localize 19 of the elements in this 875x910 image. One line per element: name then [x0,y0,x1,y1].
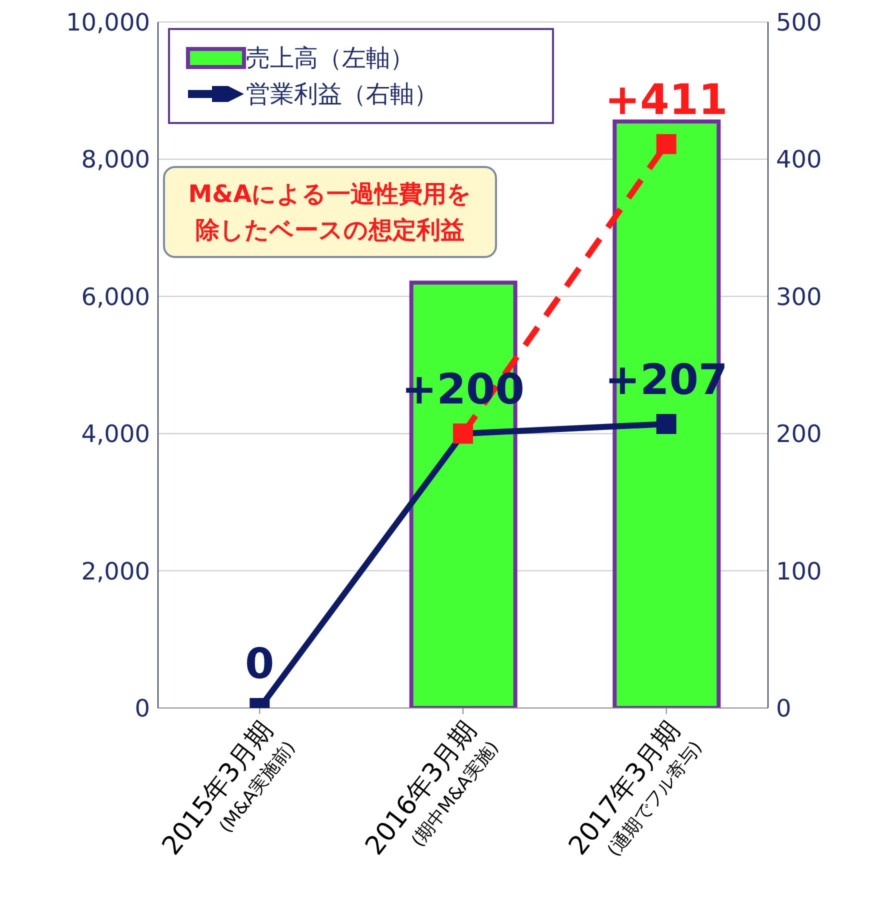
y-tick-label: 2,000 [81,557,150,586]
y2-tick-label: 400 [776,146,822,174]
y2-tick-label: 100 [776,557,822,586]
y2-tick-label: 0 [776,694,792,723]
legend-label: 売上高（左軸） [246,43,414,74]
y2-tick-label: 200 [776,420,822,448]
data-label: +411 [604,75,728,124]
y-tick-label: 10,000 [66,8,150,37]
data-label: 0 [245,639,274,688]
y-tick-label: 0 [134,694,150,723]
point [656,414,676,434]
y-tick-label: 6,000 [81,282,150,311]
legend-label: 営業利益（右軸） [246,79,438,110]
y2-tick-label: 500 [776,8,822,37]
point [656,134,676,154]
y-tick-label: 8,000 [81,146,150,174]
y2-tick-label: 300 [776,282,822,311]
annotation: M&Aによる一過性費用を除したベースの想定利益 [163,166,497,258]
y-tick-label: 4,000 [81,420,150,448]
